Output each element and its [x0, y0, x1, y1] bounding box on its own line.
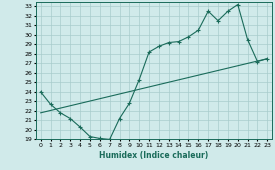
X-axis label: Humidex (Indice chaleur): Humidex (Indice chaleur) — [99, 151, 209, 160]
